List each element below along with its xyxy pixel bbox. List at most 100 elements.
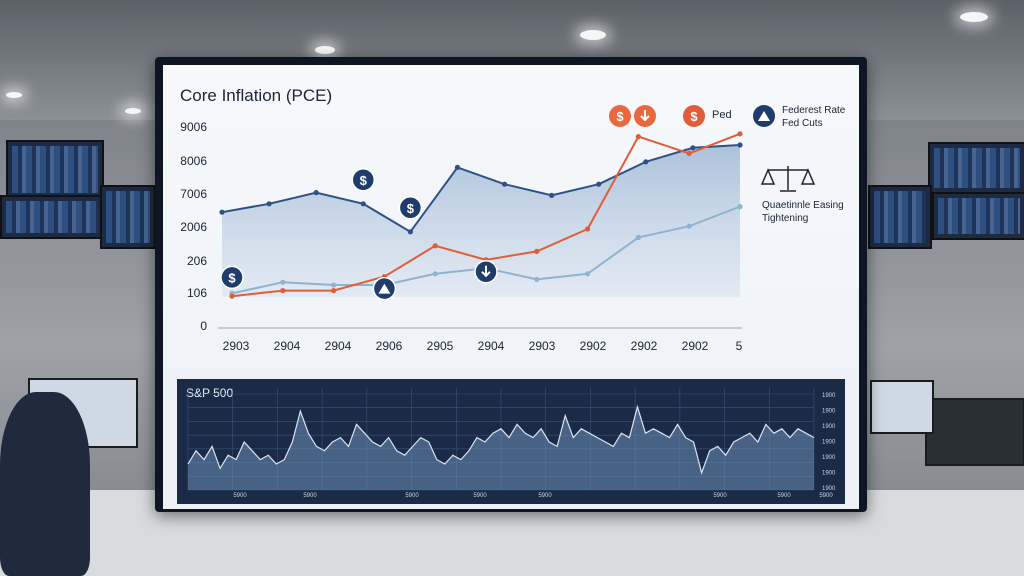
y-tick-label: 106 — [187, 286, 207, 300]
legend: $ $ Ped Federest Rate Fed Cuts Quaetinnl… — [609, 105, 846, 224]
data-point — [313, 190, 319, 196]
sp500-x-tick-label: 5900 — [405, 493, 419, 499]
y-tick-label: 8006 — [180, 154, 207, 168]
x-tick-label: 2903 — [223, 339, 250, 353]
sp500-y-tick-label: 1900 — [822, 393, 836, 399]
wall-screen — [6, 140, 104, 199]
data-point — [686, 223, 692, 229]
sp500-x-tick-label: 5900 — [538, 493, 552, 499]
dollar-glyph: $ — [616, 109, 624, 124]
legend-item-ped: $ Ped — [683, 105, 732, 127]
data-point — [534, 248, 540, 254]
wall-screen — [932, 192, 1024, 240]
svg-text:$: $ — [360, 173, 368, 188]
data-point — [549, 192, 555, 198]
balance-scale-icon — [760, 166, 816, 192]
legend-item-federal-rate: Federest Rate Fed Cuts — [753, 105, 846, 129]
data-point — [596, 181, 602, 187]
sp500-x-tick-label: 5900 — [233, 493, 247, 499]
sp500-y-tick-label: 1900 — [822, 424, 836, 430]
data-point — [686, 150, 692, 156]
y-tick-label: 206 — [187, 254, 207, 268]
chart-title: Core Inflation (PCE) — [180, 86, 332, 105]
sp500-y-tick-label: 1900 — [822, 440, 836, 446]
data-point — [432, 271, 438, 277]
x-tick-label: 2904 — [478, 339, 505, 353]
series-area-fill — [222, 145, 740, 297]
legend-label-fed-cuts: Fed Cuts — [782, 118, 823, 129]
data-point — [643, 159, 649, 165]
sp500-x-tick-label: 5900 — [303, 493, 317, 499]
sp500-title: S&P 500 — [186, 386, 233, 400]
legend-item-dollar: $ — [609, 105, 631, 127]
ceiling-light — [580, 30, 606, 40]
wall-screen — [0, 195, 104, 239]
dollar-glyph: $ — [690, 109, 698, 124]
x-tick-label: 2903 — [529, 339, 556, 353]
data-point — [690, 145, 696, 151]
dollar-icon: $ — [398, 196, 423, 220]
person — [0, 392, 90, 576]
data-point — [534, 276, 540, 282]
wall-screen — [868, 185, 932, 249]
data-point — [501, 181, 508, 187]
data-point — [331, 282, 337, 288]
dollar-icon — [683, 105, 705, 127]
sp500-area-fill — [188, 406, 814, 490]
data-point — [737, 204, 743, 210]
ceiling-light — [315, 46, 335, 54]
data-point — [635, 234, 642, 240]
data-point — [331, 288, 337, 294]
sp500-y-tick-label: 1900 — [822, 471, 836, 477]
sp500-x-tick-label: 5900 — [713, 493, 727, 499]
sp500-y-tick-label: 1900 — [822, 486, 836, 492]
legend-label-ped: Ped — [712, 109, 732, 121]
ceiling-light — [960, 12, 988, 22]
x-tick-label: 2904 — [325, 339, 352, 353]
desk-monitor — [925, 398, 1024, 466]
sp500-y-tick-label: 1900 — [822, 409, 836, 415]
x-tick-label: 2902 — [631, 339, 658, 353]
dollar-icon: $ — [220, 265, 244, 290]
arrow-down-icon — [474, 260, 498, 284]
data-point — [360, 201, 366, 207]
svg-text:$: $ — [407, 201, 415, 216]
data-point — [229, 293, 235, 299]
y-tick-label: 9006 — [180, 120, 207, 134]
x-tick-label: 2902 — [580, 339, 607, 353]
x-tick-label: 2902 — [682, 339, 709, 353]
data-point — [407, 229, 413, 235]
data-point — [280, 288, 286, 294]
dollar-icon: $ — [351, 168, 376, 192]
data-point — [585, 226, 591, 232]
ceiling-light — [125, 108, 141, 114]
legend-item-arrow — [634, 105, 656, 127]
data-point — [280, 279, 286, 285]
sp500-x-tick-label: 5900 — [777, 493, 791, 499]
data-point — [585, 271, 591, 277]
ceiling-light — [6, 92, 22, 98]
y-tick-label: 7006 — [180, 187, 207, 201]
data-point — [737, 131, 743, 137]
x-tick-label: 5 — [736, 339, 743, 353]
sp500-x-tick-label: 5900 — [819, 493, 833, 499]
sp500-line — [187, 404, 815, 475]
data-point — [635, 134, 642, 140]
x-tick-label: 2904 — [274, 339, 301, 353]
series-line — [221, 144, 741, 234]
x-tick-label: 2905 — [427, 339, 454, 353]
sp500-chart: S&P 500 1900 1900 1900 1900 1900 1900 1900 590… — [186, 386, 836, 499]
data-point — [432, 243, 438, 249]
data-point — [454, 164, 461, 170]
y-tick-label: 0 — [200, 319, 207, 333]
dollar-icon — [609, 105, 631, 127]
rate-cut-glyph — [758, 111, 770, 121]
legend-label-federal-rate: Federest Rate — [782, 105, 846, 116]
data-point — [219, 209, 225, 215]
legend-label-easing: Quaetinnle Easing — [762, 200, 844, 211]
sp500-x-tick-label: 5900 — [473, 493, 487, 499]
rate-cut-icon — [372, 276, 397, 301]
arrow-glyph — [640, 110, 650, 122]
legend-label-tightening: Tightening — [762, 213, 808, 224]
